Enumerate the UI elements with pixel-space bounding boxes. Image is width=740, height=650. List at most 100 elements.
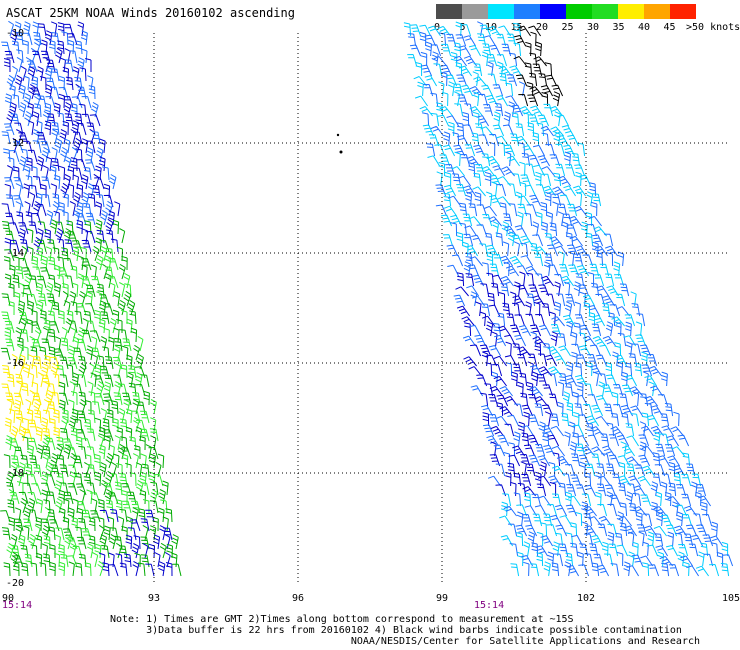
wind-barb	[577, 551, 584, 567]
wind-barb	[95, 147, 104, 163]
wind-barb	[513, 42, 522, 57]
wind-barb	[43, 535, 51, 550]
wind-barb	[430, 125, 444, 137]
wind-barb	[163, 527, 173, 541]
wind-barb	[647, 531, 655, 547]
wind-barb	[72, 66, 80, 82]
wind-barb	[497, 312, 506, 327]
wind-barb	[587, 434, 600, 447]
wind-barb	[615, 354, 628, 367]
wind-barb	[478, 93, 489, 107]
wind-barb	[525, 524, 538, 537]
wind-barb	[53, 348, 65, 361]
wind-barb	[85, 212, 96, 226]
wind-barb	[36, 275, 47, 289]
wind-barb	[59, 482, 69, 496]
wind-barb	[440, 214, 453, 227]
wind-barb	[530, 105, 544, 117]
wind-barb	[7, 373, 15, 388]
wind-barb	[661, 425, 675, 437]
wind-barb	[59, 464, 69, 478]
wind-barb	[114, 337, 123, 352]
wind-barb	[143, 390, 150, 406]
wind-barb	[51, 147, 58, 163]
wind-barb	[468, 203, 478, 217]
wind-barb	[4, 123, 15, 136]
wind-barb	[562, 213, 573, 227]
wind-barb	[525, 313, 536, 327]
wind-barb	[112, 417, 119, 433]
wind-barb	[458, 65, 473, 77]
wind-barb	[9, 438, 20, 451]
wind-barb	[632, 492, 642, 507]
wind-barb	[33, 31, 42, 46]
wind-barb	[422, 124, 435, 137]
wind-barb	[486, 191, 493, 207]
wind-barb	[437, 25, 451, 37]
wind-barb	[574, 374, 588, 387]
wind-barb	[497, 176, 511, 187]
wind-barb	[53, 552, 61, 568]
wind-barb	[490, 441, 497, 457]
wind-barb	[4, 183, 11, 199]
wind-barb	[94, 417, 102, 433]
wind-barb	[133, 416, 140, 433]
wind-barb	[441, 43, 452, 57]
wind-barb	[48, 256, 56, 271]
wind-barb	[62, 192, 69, 208]
wind-barb	[586, 191, 594, 207]
wind-barb	[565, 464, 576, 477]
wind-barb	[591, 534, 604, 547]
wind-barb	[439, 106, 453, 117]
wind-barb	[100, 408, 107, 424]
wind-barb	[15, 417, 22, 433]
wind-barb	[625, 491, 634, 507]
wind-barb	[516, 511, 524, 527]
legend-swatch	[618, 4, 644, 19]
wind-barb	[86, 140, 96, 154]
wind-barb	[638, 531, 645, 547]
wind-barb	[492, 124, 505, 137]
wind-barb	[41, 176, 51, 190]
wind-barb	[547, 504, 558, 517]
wind-barb	[584, 525, 598, 537]
wind-barb	[636, 524, 648, 537]
wind-barb	[29, 454, 38, 469]
wind-barb	[633, 485, 647, 497]
wind-barb	[596, 463, 606, 477]
wind-barb	[145, 509, 155, 523]
wind-barb	[574, 403, 584, 417]
wind-barb	[655, 491, 663, 507]
wind-barb	[54, 480, 62, 496]
wind-barb	[561, 221, 569, 237]
lat-tick-label: -18	[6, 468, 24, 479]
wind-barb	[548, 366, 562, 377]
wind-barb	[710, 542, 719, 557]
wind-barb	[456, 184, 467, 197]
wind-barb	[496, 184, 507, 197]
wind-barb	[543, 444, 556, 457]
wind-barb	[503, 213, 513, 227]
lon-tick-label: 96	[292, 593, 304, 604]
wind-barb	[86, 543, 94, 559]
wind-barb	[556, 293, 566, 307]
wind-barb	[504, 423, 515, 437]
wind-barb	[27, 228, 34, 244]
wind-barb	[592, 193, 602, 207]
wind-barb	[527, 434, 540, 447]
wind-barb	[588, 312, 596, 327]
wind-barb	[505, 151, 512, 167]
wind-barb	[598, 373, 608, 387]
wind-barb	[24, 272, 33, 289]
wind-barb	[660, 433, 670, 447]
wind-barb	[592, 314, 606, 327]
wind-barb	[481, 153, 491, 167]
wind-barb	[89, 330, 101, 343]
wind-barb	[76, 303, 87, 316]
wind-barb	[41, 146, 50, 163]
wind-barb	[139, 435, 146, 451]
wind-barb	[35, 516, 42, 532]
wind-barb	[31, 87, 42, 100]
wind-barb	[46, 59, 56, 73]
wind-barb	[642, 513, 653, 527]
